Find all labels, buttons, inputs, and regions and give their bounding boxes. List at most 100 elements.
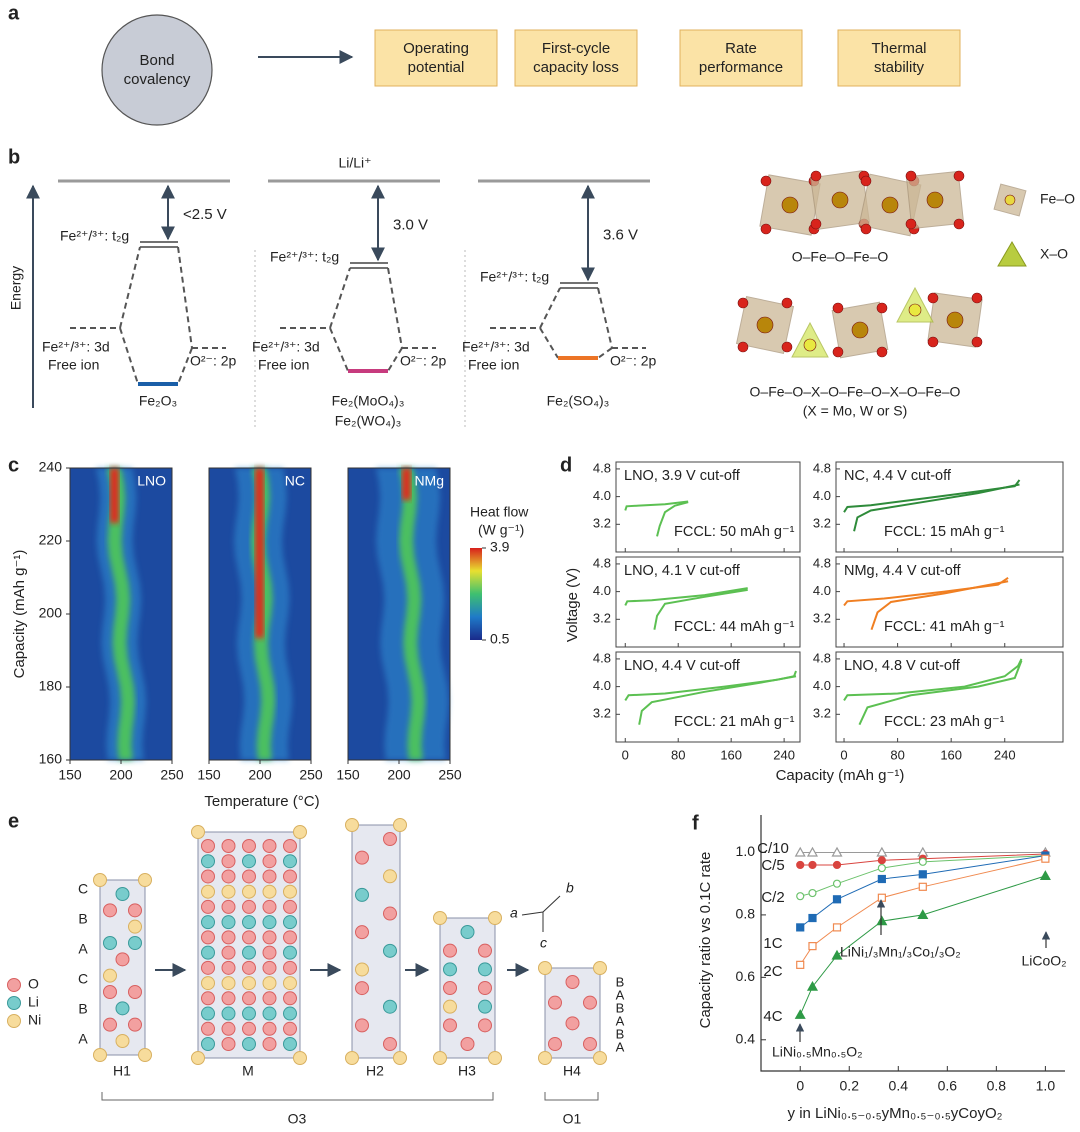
compound-label: Fe₂O₃ — [139, 393, 177, 409]
atom — [201, 945, 215, 960]
atom — [803, 338, 817, 352]
mixing — [177, 246, 193, 349]
atom — [128, 936, 142, 950]
level-label: Fe²⁺/³⁺: 3d — [252, 339, 320, 355]
atom — [201, 1021, 215, 1036]
atom — [262, 899, 277, 914]
atom — [242, 1006, 256, 1021]
y-tick-label: 3.2 — [593, 611, 611, 626]
legend-atom — [7, 1014, 21, 1028]
phase-label: H3 — [458, 1063, 476, 1079]
atom — [443, 962, 457, 977]
atom — [262, 1006, 277, 1021]
annotation: LiNi₁/₃Mn₁/₃Co₁/₃O₂ — [840, 944, 961, 960]
atom — [221, 1037, 236, 1051]
atom — [283, 915, 297, 930]
atom — [115, 1001, 130, 1016]
marker — [832, 895, 842, 904]
stacking-label: B — [616, 1026, 625, 1041]
atom — [355, 1018, 369, 1033]
marker — [832, 860, 842, 870]
x-tick-label: 160 — [720, 747, 742, 762]
atom — [393, 1051, 407, 1065]
level-label: Free ion — [468, 357, 519, 373]
bond-circle — [101, 14, 213, 126]
atom — [262, 945, 277, 960]
atom — [293, 825, 307, 839]
marker — [917, 909, 929, 920]
atom — [283, 854, 297, 869]
atom — [478, 943, 492, 958]
legend-label: Li — [28, 994, 39, 1010]
atom — [221, 930, 236, 945]
x-axis-label: y in LiNi₀.₅₋₀.₅yMn₀.₅₋₀.₅yCoyO₂ — [788, 1105, 1003, 1122]
mixing — [329, 327, 349, 372]
colorbar-tick-label: 3.9 — [490, 539, 510, 555]
stacking-label: C — [78, 881, 88, 897]
legend-atom — [7, 978, 21, 992]
stacking-label: A — [616, 1039, 625, 1054]
property-label: stability — [874, 59, 925, 76]
voltage-curve — [638, 675, 797, 725]
atom — [953, 170, 965, 182]
x-tick-label: 150 — [197, 767, 221, 783]
atom — [221, 869, 236, 884]
x-tick-label: 250 — [299, 767, 323, 783]
atom — [383, 869, 397, 884]
atom — [283, 945, 297, 960]
atom — [221, 1021, 236, 1036]
x-tick-label: 0.2 — [840, 1078, 860, 1094]
atom — [737, 297, 749, 309]
atom — [355, 981, 369, 996]
atom — [355, 850, 369, 865]
axis-a — [521, 911, 544, 916]
atom — [478, 981, 492, 995]
atom — [860, 175, 872, 187]
marker — [832, 923, 842, 932]
fccl-label: FCCL: 15 mAh g⁻¹ — [884, 524, 1005, 540]
atom — [115, 952, 130, 967]
marker — [918, 870, 927, 879]
heat-peak — [110, 468, 119, 523]
subplot-frame — [835, 651, 1064, 743]
mixing — [539, 327, 559, 359]
atom — [832, 302, 844, 314]
subplot-title: NMg, 4.4 V cut-off — [844, 563, 962, 579]
level-label: Fe²⁺/³⁺: 3d — [42, 339, 110, 355]
x-tick-label: 150 — [58, 767, 82, 783]
marker — [808, 942, 817, 951]
bracket — [544, 1092, 599, 1101]
marker — [796, 923, 805, 932]
atom — [548, 1037, 562, 1051]
structure-label: O–Fe–O–Fe–O — [792, 249, 889, 265]
atom — [345, 818, 359, 832]
x-tick-label: 0 — [796, 1078, 804, 1094]
voltage-curve — [653, 588, 748, 630]
property-label: Rate — [725, 40, 757, 57]
subplot-title: NC, 4.4 V cut-off — [844, 468, 952, 484]
x-tick-label: 240 — [773, 747, 795, 762]
atom — [971, 292, 983, 304]
heat-peak — [402, 468, 411, 500]
fccl-label: FCCL: 41 mAh g⁻¹ — [884, 619, 1005, 635]
atom — [262, 1037, 277, 1051]
voltage-curve — [843, 658, 1023, 702]
atom — [383, 999, 397, 1014]
y-tick-label: 0.8 — [736, 906, 756, 922]
atom — [191, 1051, 205, 1065]
atom — [262, 1021, 277, 1036]
atom — [781, 297, 793, 309]
atom — [283, 1021, 297, 1036]
marker — [831, 949, 843, 960]
series-label: C/2 — [761, 889, 784, 906]
atom — [971, 336, 983, 348]
atom — [443, 981, 457, 995]
panel-letter: c — [8, 454, 19, 476]
atom — [221, 960, 236, 975]
atom — [283, 1037, 297, 1051]
atom — [201, 839, 215, 853]
legend-label: O — [28, 976, 39, 992]
heat-band — [107, 468, 136, 760]
atom — [221, 884, 236, 899]
marker — [808, 888, 817, 898]
